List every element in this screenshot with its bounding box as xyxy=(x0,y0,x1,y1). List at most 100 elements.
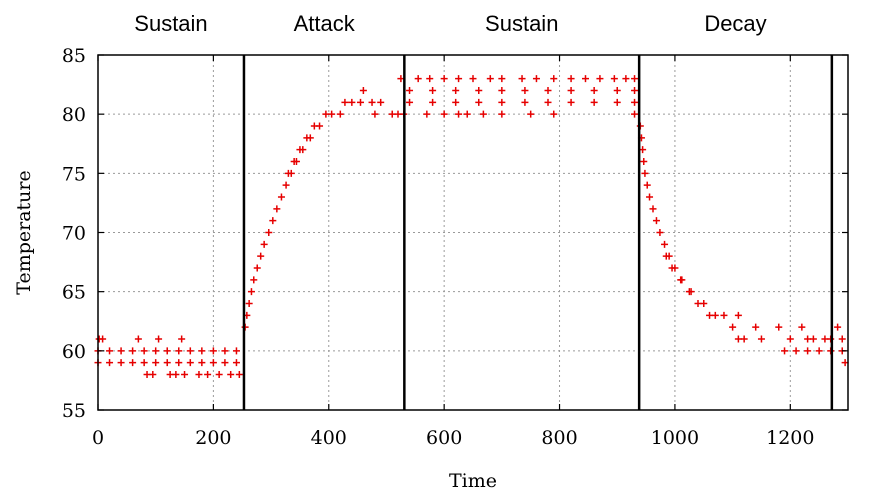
data-point xyxy=(310,122,318,130)
data-point xyxy=(227,371,235,378)
data-point xyxy=(348,98,356,106)
data-point xyxy=(232,347,240,355)
data-point xyxy=(498,75,506,83)
data-point xyxy=(498,87,506,94)
data-point xyxy=(186,359,194,367)
y-tick-label: 85 xyxy=(62,45,86,67)
data-point xyxy=(752,323,760,331)
y-tick-label: 80 xyxy=(62,104,86,126)
data-point xyxy=(423,110,431,118)
data-point xyxy=(643,181,651,189)
data-point xyxy=(253,264,261,272)
data-point xyxy=(172,371,180,378)
y-tick-label: 55 xyxy=(62,400,86,422)
data-point xyxy=(610,75,618,83)
data-point xyxy=(781,347,789,355)
data-point xyxy=(649,205,657,213)
data-point xyxy=(175,359,183,367)
data-point xyxy=(668,264,676,272)
data-point xyxy=(685,288,693,296)
data-point xyxy=(232,359,240,367)
grid-layer xyxy=(98,55,848,410)
data-point xyxy=(452,87,460,94)
data-point xyxy=(532,75,540,83)
data-point xyxy=(590,87,598,94)
y-tick-label: 60 xyxy=(62,341,86,363)
data-point xyxy=(640,158,648,165)
data-point xyxy=(775,323,783,331)
data-point xyxy=(198,347,206,355)
data-point xyxy=(140,359,148,367)
data-point xyxy=(195,371,203,378)
phase-labels: Sustain Attack Sustain Decay xyxy=(134,11,766,36)
data-point xyxy=(273,205,281,213)
data-point xyxy=(377,98,385,106)
data-point xyxy=(815,347,823,355)
data-point xyxy=(518,75,526,83)
data-point xyxy=(209,347,217,355)
x-tick-label: 200 xyxy=(195,427,231,449)
data-point xyxy=(245,300,253,307)
data-point xyxy=(134,335,142,343)
y-axis-title: Temperature xyxy=(13,170,35,294)
data-point xyxy=(452,98,460,106)
data-point xyxy=(406,87,414,94)
x-tick-label: 800 xyxy=(541,427,577,449)
data-point xyxy=(804,335,812,343)
data-point xyxy=(440,75,448,83)
data-point xyxy=(646,193,654,201)
data-point xyxy=(567,98,575,106)
data-point xyxy=(706,311,714,319)
data-point xyxy=(631,87,639,94)
data-point xyxy=(341,98,349,106)
data-point xyxy=(186,347,194,355)
data-point xyxy=(838,335,846,343)
data-point xyxy=(284,169,292,177)
data-point xyxy=(729,323,737,331)
data-point xyxy=(641,169,649,177)
data-point xyxy=(247,288,255,296)
data-point xyxy=(426,75,434,83)
data-point xyxy=(163,359,171,367)
data-point xyxy=(357,98,364,106)
data-point xyxy=(250,276,258,284)
data-point xyxy=(429,87,437,94)
data-point xyxy=(740,335,748,343)
data-point xyxy=(117,359,125,367)
data-point xyxy=(662,252,670,260)
data-point xyxy=(204,371,212,378)
data-point xyxy=(181,371,189,378)
data-point xyxy=(463,110,471,118)
data-point xyxy=(567,75,575,83)
data-point xyxy=(336,110,344,118)
data-point xyxy=(652,217,660,225)
data-point xyxy=(475,98,483,106)
data-point xyxy=(486,75,494,83)
data-point xyxy=(152,359,160,367)
data-point xyxy=(235,371,243,378)
data-point xyxy=(406,98,414,106)
data-point xyxy=(209,359,217,367)
data-point xyxy=(786,335,794,343)
data-point xyxy=(221,347,229,355)
x-tick-label: 1000 xyxy=(651,427,699,449)
x-tick-label: 0 xyxy=(92,427,104,449)
data-point xyxy=(469,75,477,83)
data-point xyxy=(613,87,621,94)
data-point xyxy=(613,98,621,106)
data-point xyxy=(282,181,290,189)
data-point xyxy=(834,323,842,331)
data-point xyxy=(527,110,535,118)
data-point xyxy=(269,217,277,225)
phase-label: Decay xyxy=(704,11,766,36)
data-point xyxy=(631,75,639,83)
data-point xyxy=(303,134,311,142)
data-point xyxy=(544,87,552,94)
data-point xyxy=(567,87,575,94)
data-point xyxy=(388,110,396,118)
data-point xyxy=(792,347,800,355)
data-point xyxy=(677,276,685,284)
phase-label: Sustain xyxy=(485,11,558,36)
x-tick-label: 1200 xyxy=(766,427,814,449)
data-point xyxy=(521,98,529,106)
